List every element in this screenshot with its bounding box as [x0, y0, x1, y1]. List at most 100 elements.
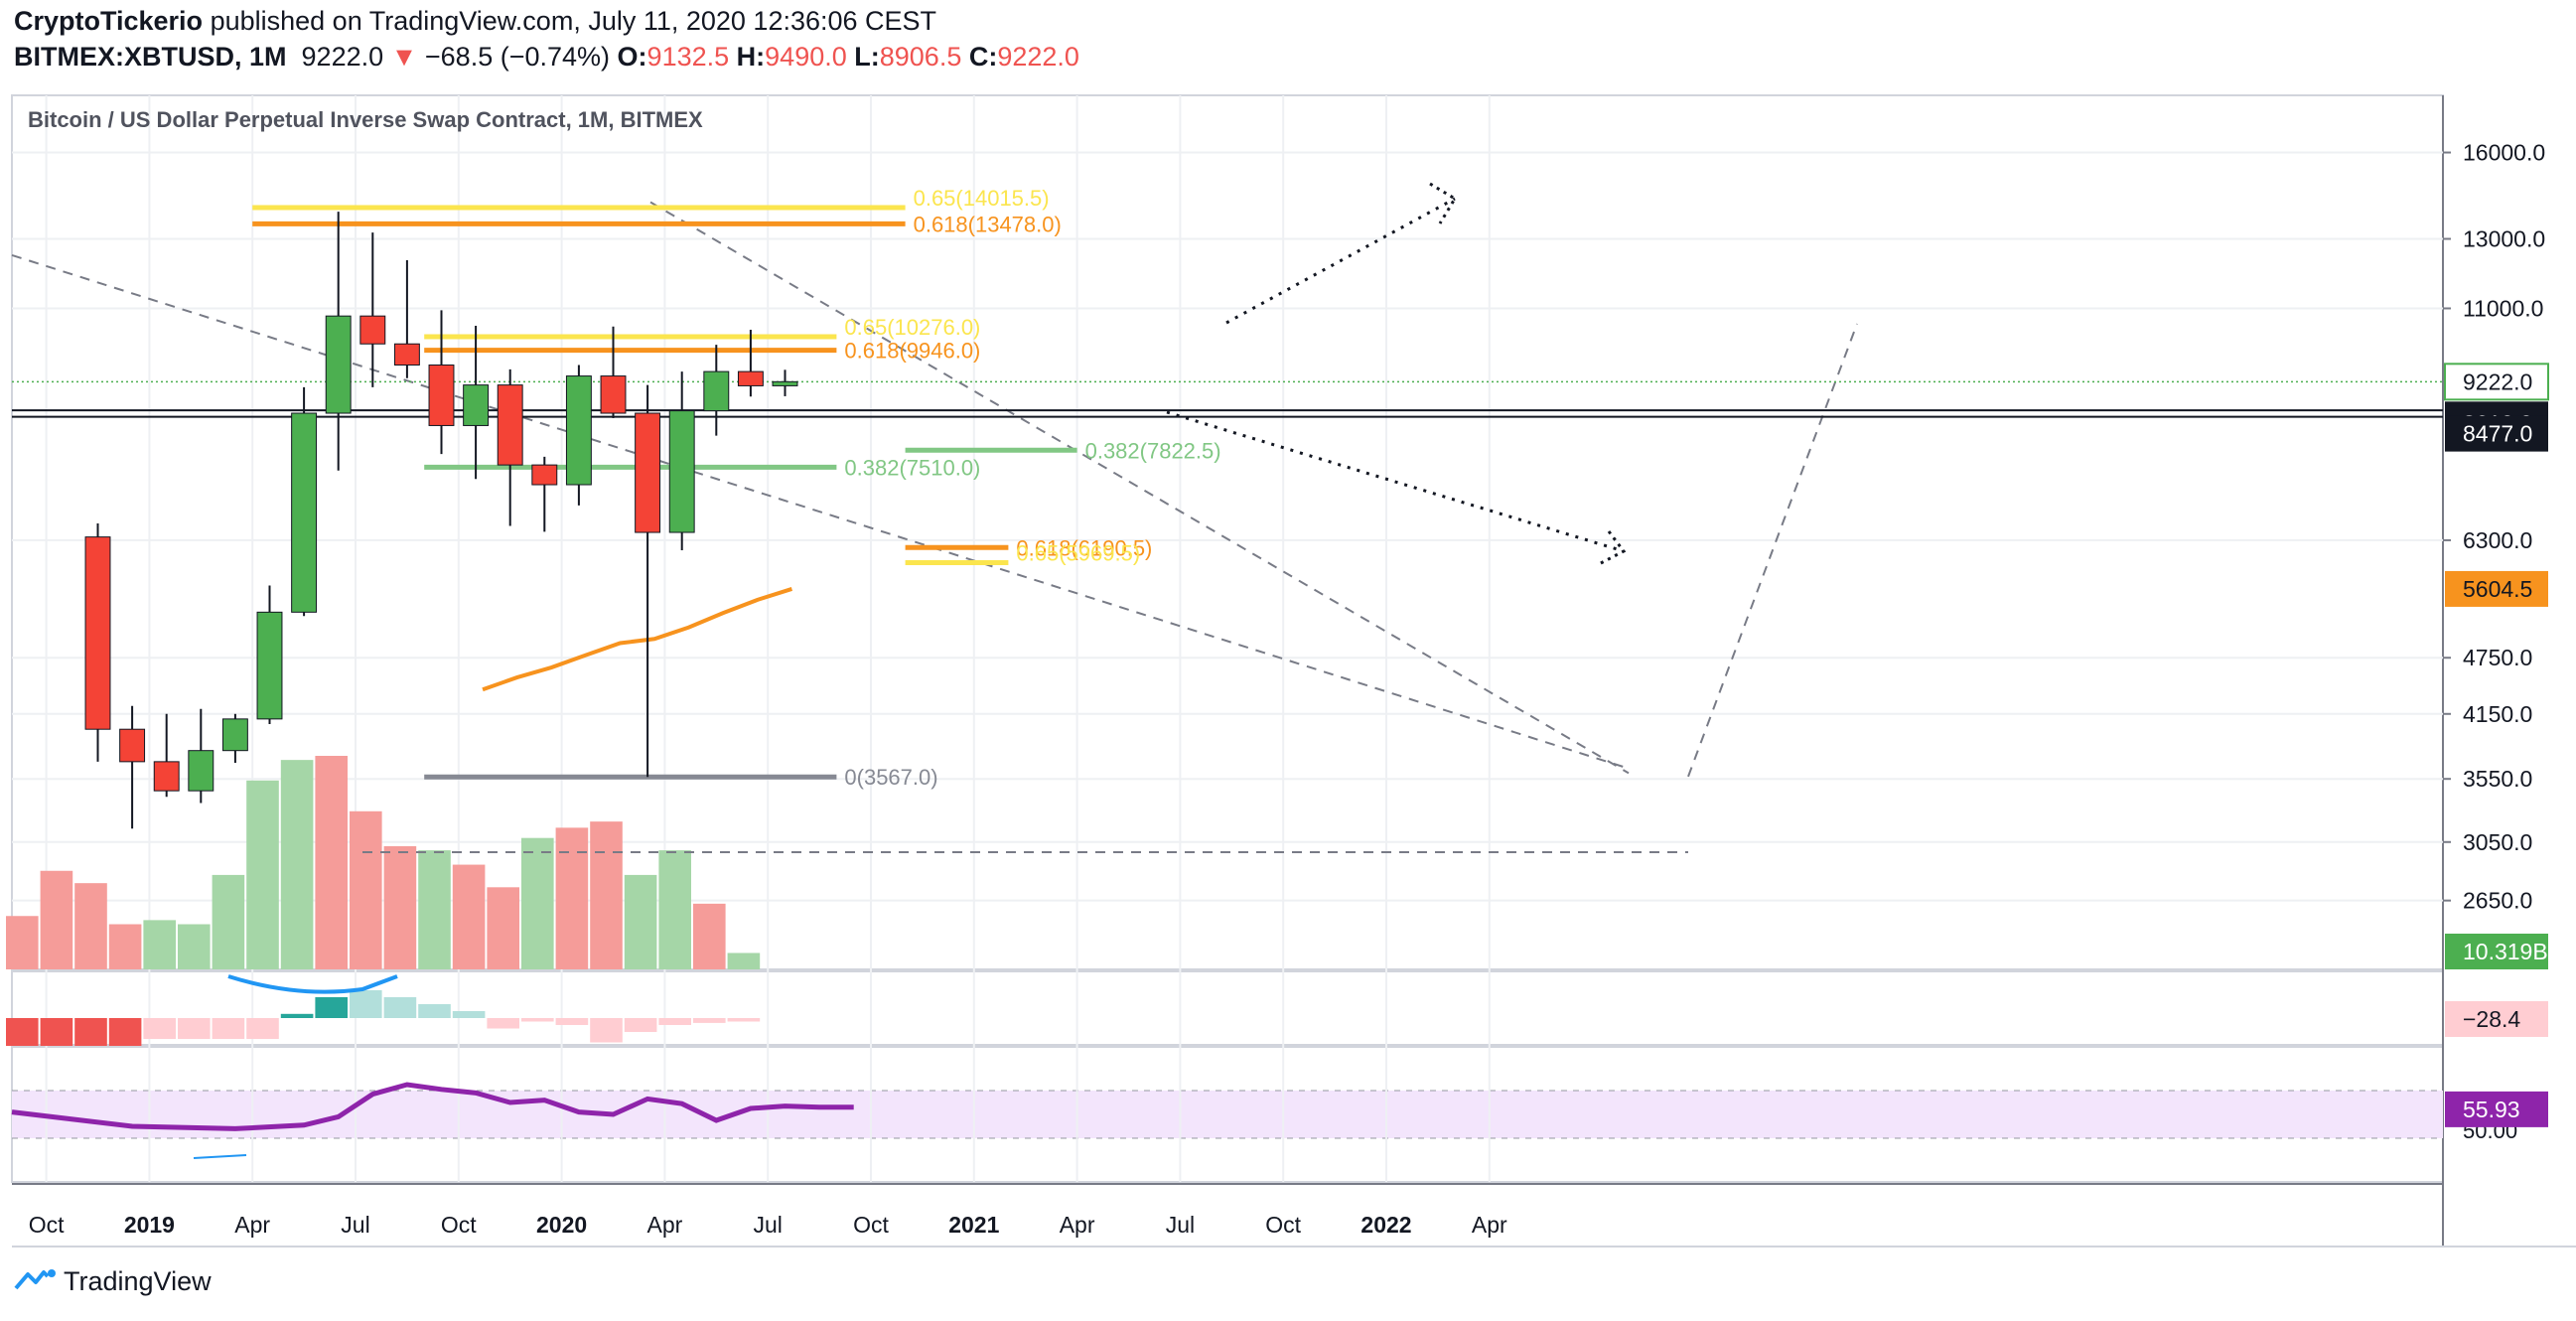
rsi-drawing-segment	[193, 1154, 247, 1159]
publisher-name[interactable]: CryptoTickerio	[14, 6, 204, 36]
candle-body	[497, 384, 523, 466]
high-value: 9490.0	[765, 42, 847, 72]
ma-price-tag: 5604.5	[2463, 576, 2532, 602]
macd-hist-bar	[108, 1018, 142, 1046]
rsi-band	[12, 1091, 2443, 1138]
volume-bar	[658, 850, 691, 969]
price-tick-label: 3050.0	[2463, 829, 2532, 855]
candle-body	[600, 375, 627, 414]
change-arrow-icon: ▼	[390, 42, 418, 72]
time-tick-label: Oct	[441, 1212, 477, 1238]
fib-level-label: 0.618(13478.0)	[914, 212, 1062, 236]
support-tag-2-bg	[2445, 415, 2548, 452]
rsi-value-tag: 55.93	[2463, 1097, 2520, 1122]
arrow-up-head	[1429, 182, 1458, 224]
volume-bar	[487, 887, 519, 969]
macd-hist-bar	[74, 1018, 107, 1046]
time-tick-label: 2020	[536, 1212, 587, 1238]
time-tick-label: Apr	[1472, 1212, 1507, 1238]
candle-body	[772, 380, 798, 386]
symbol-line: BITMEX:XBTUSD, 1M 9222.0 ▼ −68.5 (−0.74%…	[14, 42, 1079, 73]
high-label: H:	[736, 42, 766, 72]
tradingview-footer[interactable]: TradingView	[14, 1266, 212, 1299]
price-tick-label: 4750.0	[2463, 645, 2532, 670]
price-tick-label: 13000.0	[2463, 226, 2545, 252]
volume-bar	[693, 903, 726, 969]
volume-bar	[555, 827, 589, 969]
chart-title: Bitcoin / US Dollar Perpetual Inverse Sw…	[28, 107, 703, 132]
time-tick-label: Oct	[29, 1212, 65, 1238]
volume-bar	[74, 883, 107, 969]
candle-body	[221, 718, 248, 752]
macd-value-tag: −28.4	[2463, 1006, 2520, 1032]
last-price-tag-border	[2444, 363, 2549, 401]
fib-level-label: 0.618(9946.0)	[844, 339, 980, 364]
low-label: L:	[854, 42, 880, 72]
tradingview-logo-text: TradingView	[64, 1266, 212, 1296]
macd-hist-bar	[6, 1018, 39, 1046]
candle-body	[565, 375, 592, 486]
price-tick-label: 3550.0	[2463, 766, 2532, 792]
macd-hist-bar	[555, 1018, 589, 1025]
time-tick-label: Jul	[753, 1212, 782, 1238]
volume-bar	[727, 953, 761, 969]
volume-bar	[178, 924, 211, 969]
arrow-down-head	[1598, 530, 1627, 566]
candle-body	[325, 315, 352, 414]
trend-line-lower	[11, 253, 1630, 770]
candle-body	[119, 728, 146, 763]
macd-hist-bar	[487, 1018, 519, 1029]
macd-hist-bar	[383, 997, 417, 1018]
tradingview-logo-icon	[14, 1266, 58, 1299]
price-tick-label: 2650.0	[2463, 888, 2532, 914]
volume-bar	[590, 821, 623, 969]
symbol-label[interactable]: BITMEX:XBTUSD, 1M	[14, 42, 287, 72]
fib-level-label: 0.65(5969.5)	[1016, 541, 1140, 566]
volume-tag: 10.319B	[2463, 939, 2548, 964]
candle-body	[668, 410, 695, 533]
candle-body	[463, 384, 490, 426]
macd-hist-bar	[178, 1018, 211, 1039]
support-tag-2: 8477.0	[2463, 421, 2532, 447]
fib-level-label: 0.382(7822.5)	[1085, 438, 1221, 463]
volume-bar	[418, 850, 451, 969]
last-price: 9222.0	[301, 42, 384, 72]
fib-level-label: 0(3567.0)	[844, 765, 937, 790]
fib-level-label: 0.382(7510.0)	[844, 455, 980, 480]
macd-hist-bar	[521, 1018, 554, 1022]
macd-hist-bar	[624, 1018, 657, 1032]
volume-tag-bg	[2445, 934, 2548, 969]
time-tick-label: 2022	[1360, 1212, 1411, 1238]
volume-bar	[452, 864, 486, 969]
close-value: 9222.0	[997, 42, 1079, 72]
open-label: O:	[617, 42, 647, 72]
candle-body	[393, 343, 420, 367]
macd-hist-bar	[40, 1018, 73, 1046]
published-text: published on TradingView.com, July 11, 2…	[210, 6, 937, 36]
volume-bar	[350, 810, 382, 969]
close-label: C:	[968, 42, 998, 72]
price-tick-label: 16000.0	[2463, 140, 2545, 166]
time-tick-label: 2019	[124, 1212, 175, 1238]
fib-level-label: 0.65(10276.0)	[844, 315, 980, 340]
volume-bar	[246, 780, 279, 969]
macd-hist-bar	[315, 997, 348, 1018]
publisher-line: CryptoTickerio published on TradingView.…	[14, 6, 936, 37]
candle-body	[737, 370, 764, 386]
volume-bar	[108, 924, 142, 969]
candle-body	[635, 412, 661, 533]
macd-hist-bar	[590, 1018, 623, 1043]
candle-body	[428, 365, 455, 426]
macd-hist-bar	[350, 990, 382, 1018]
rsi-value-tag-bg	[2445, 1091, 2548, 1127]
time-tick-label: Apr	[647, 1212, 683, 1238]
volume-bar	[624, 874, 657, 969]
macd-pane	[11, 970, 2444, 1046]
time-tick-label: 2021	[948, 1212, 999, 1238]
macd-hist-bar	[658, 1018, 691, 1025]
volume-bar	[40, 870, 73, 969]
price-tick-label: 6300.0	[2463, 527, 2532, 553]
candle-body	[291, 412, 318, 613]
arrow-down-projection	[1166, 410, 1625, 553]
